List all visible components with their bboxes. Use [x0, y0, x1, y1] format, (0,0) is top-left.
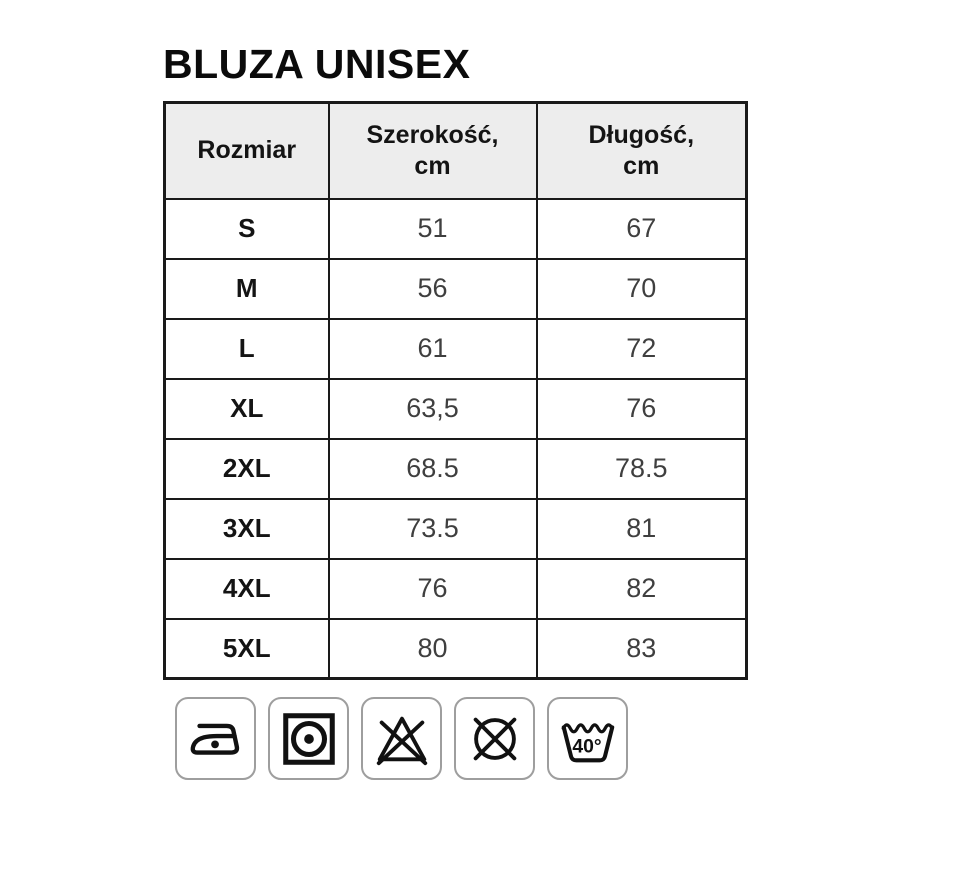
do-not-bleach-icon [361, 697, 442, 781]
width-cell: 63,5 [327, 377, 538, 440]
table-row: XL 63,5 76 [163, 377, 748, 440]
size-cell: L [163, 317, 330, 380]
length-cell: 67 [535, 197, 748, 260]
size-table: Rozmiar Szerokość, cm Długość, cm S 51 6… [163, 101, 748, 681]
table-row: M 56 70 [163, 257, 748, 320]
do-not-dry-clean-icon [454, 697, 535, 781]
table-row: S 51 67 [163, 197, 748, 260]
width-cell: 76 [327, 557, 538, 620]
length-cell: 82 [535, 557, 748, 620]
length-cell: 72 [535, 317, 748, 380]
table-row: 2XL 68.5 78.5 [163, 437, 748, 500]
width-cell: 68.5 [327, 437, 538, 500]
care-instructions-row: 40° [175, 697, 960, 781]
length-cell: 81 [535, 497, 748, 560]
size-cell: 4XL [163, 557, 330, 620]
column-header-width: Szerokość, cm [327, 101, 538, 200]
table-row: L 61 72 [163, 317, 748, 380]
length-cell: 83 [535, 617, 748, 680]
size-cell: S [163, 197, 330, 260]
table-row: 5XL 80 83 [163, 617, 748, 680]
length-cell: 70 [535, 257, 748, 320]
size-cell: 3XL [163, 497, 330, 560]
size-cell: 5XL [163, 617, 330, 680]
column-header-size: Rozmiar [163, 101, 330, 200]
wash-temperature-label: 40° [572, 735, 601, 757]
size-cell: 2XL [163, 437, 330, 500]
width-cell: 80 [327, 617, 538, 680]
width-cell: 56 [327, 257, 538, 320]
length-cell: 78.5 [535, 437, 748, 500]
width-cell: 61 [327, 317, 538, 380]
iron-low-temperature-icon [175, 697, 256, 781]
column-header-length: Długość, cm [535, 101, 748, 200]
page-title: BLUZA UNISEX [163, 41, 471, 87]
size-cell: M [163, 257, 330, 320]
size-cell: XL [163, 377, 330, 440]
length-cell: 76 [535, 377, 748, 440]
table-row: 3XL 73.5 81 [163, 497, 748, 560]
table-header-row: Rozmiar Szerokość, cm Długość, cm [163, 101, 748, 200]
table-row: 4XL 76 82 [163, 557, 748, 620]
width-cell: 51 [327, 197, 538, 260]
tumble-dry-low-heat-icon [268, 697, 349, 781]
wash-40-degrees-icon: 40° [547, 697, 628, 781]
width-cell: 73.5 [327, 497, 538, 560]
